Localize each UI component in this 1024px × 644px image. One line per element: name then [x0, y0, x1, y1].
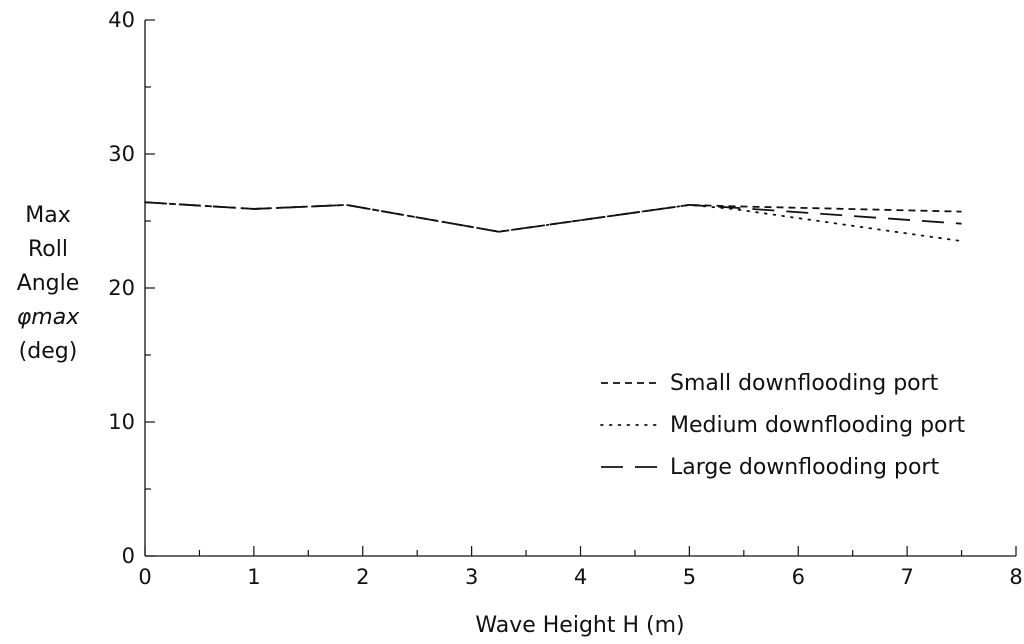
- series-line-0: [144, 201, 962, 233]
- x-tick-label: 8: [1009, 565, 1022, 589]
- y-axis-label-line: (deg): [19, 339, 78, 364]
- legend: Small downflooding port Medium downflood…: [600, 371, 966, 480]
- legend-label-small: Small downflooding port: [670, 371, 939, 396]
- y-tick-label: 0: [122, 544, 135, 568]
- x-tick-label: 3: [465, 565, 478, 589]
- x-tick-label: 7: [900, 565, 913, 589]
- y-axis-label-line: Max: [25, 203, 70, 228]
- series-group: [144, 201, 963, 243]
- y-axis-label-line: Angle: [17, 271, 80, 296]
- y-tick-label: 10: [108, 410, 135, 434]
- x-axis-label: Wave Height H (m): [475, 613, 684, 638]
- x-tick-label: 2: [356, 565, 369, 589]
- x-tick-label: 4: [574, 565, 587, 589]
- series-line-2: [144, 201, 962, 233]
- ticks: [144, 19, 1017, 557]
- legend-label-large: Large downflooding port: [670, 455, 939, 480]
- y-tick-label: 20: [108, 276, 135, 300]
- y-tick-label: 40: [108, 8, 135, 32]
- y-axis-label-line: φmax: [17, 305, 80, 330]
- y-axis-label-line: Roll: [28, 237, 68, 262]
- y-tick-label: 30: [108, 142, 135, 166]
- x-tick-label: 6: [792, 565, 805, 589]
- x-tick-label: 5: [683, 565, 696, 589]
- y-axis-label: Max Roll Angle φmax (deg): [17, 203, 81, 364]
- legend-label-medium: Medium downflooding port: [670, 413, 966, 438]
- x-tick-label: 0: [138, 565, 151, 589]
- x-tick-label: 1: [247, 565, 260, 589]
- tick-labels: 0 1 2 3 4 5 6 7 8 0 10 20 30 40: [108, 8, 1022, 589]
